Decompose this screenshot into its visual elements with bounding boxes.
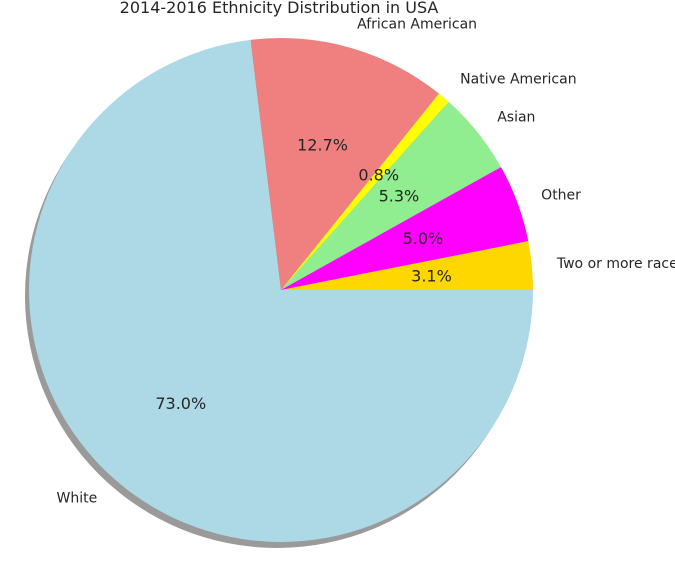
pie-slice-two-or-more-races bbox=[281, 241, 533, 290]
slice-percent-white: 73.0% bbox=[155, 394, 206, 413]
slice-percent-other: 5.0% bbox=[403, 229, 444, 248]
pie-slice-other bbox=[281, 167, 529, 290]
pie-slice-white bbox=[29, 39, 534, 542]
slice-percent-two-or-more-races: 3.1% bbox=[411, 266, 452, 285]
slice-label-two-or-more-races: Two or more races bbox=[556, 256, 675, 272]
pie-slice-asian bbox=[281, 101, 501, 291]
pie-percent-labels: 73.0% 12.7% 0.8%5.3% 5.0% 3.1% bbox=[155, 136, 451, 414]
slice-label-other: Other bbox=[541, 187, 581, 203]
slice-label-asian: Asian bbox=[497, 110, 535, 126]
slice-label-white: White bbox=[56, 491, 97, 507]
pie-labels: White African American Native American Asia… bbox=[56, 16, 675, 506]
pie-slices bbox=[29, 37, 534, 542]
slice-label-native-american: Native American bbox=[460, 71, 576, 87]
slice-percent-asian: 5.3% bbox=[379, 186, 420, 205]
pie-slice-african-american bbox=[250, 37, 440, 290]
slice-percent-african-american: 12.7% bbox=[297, 136, 348, 155]
slice-label-african-american: African American bbox=[357, 16, 477, 32]
chart-title: 2014-2016 Ethnicity Distribution in USA bbox=[120, 0, 439, 17]
slice-percent-native-american: 0.8% bbox=[358, 166, 399, 185]
pie-slice-native-american bbox=[281, 93, 449, 290]
